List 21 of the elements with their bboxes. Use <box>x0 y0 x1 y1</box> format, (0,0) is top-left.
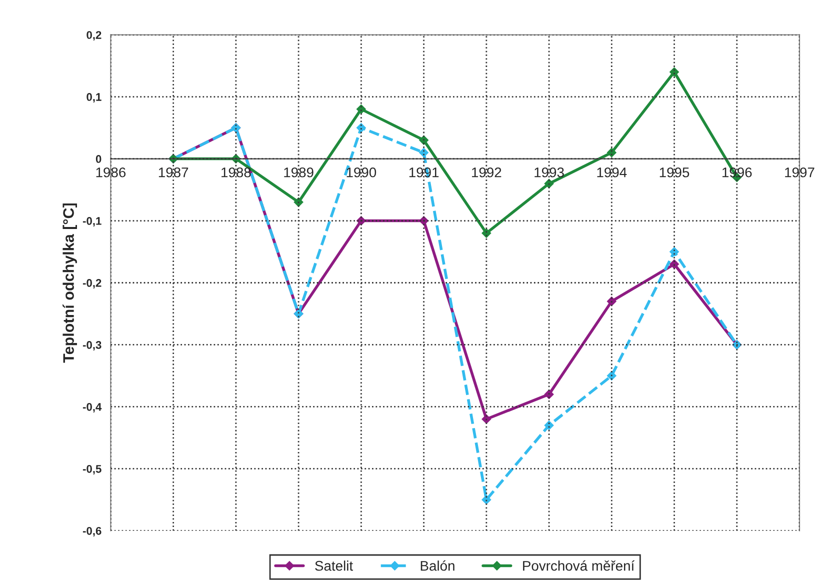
legend-label: Povrchová měření <box>523 560 635 571</box>
y-tick-label: 0 <box>96 155 102 163</box>
x-tick-label: 1994 <box>597 167 627 178</box>
y-tick-label: -0,6 <box>82 526 102 536</box>
x-tick-label: 1997 <box>785 167 814 178</box>
y-tick-label: -0,1 <box>82 217 102 227</box>
x-tick-label: 1995 <box>660 167 690 178</box>
x-tick-label: 1993 <box>534 167 564 178</box>
x-tick-label: 1992 <box>472 167 502 178</box>
x-tick-label: 1987 <box>158 167 188 178</box>
x-tick-label: 1986 <box>96 167 126 178</box>
y-tick-label: -0,3 <box>82 341 102 350</box>
y-tick-label: -0,2 <box>82 279 102 288</box>
legend-label: Satelit <box>315 560 353 571</box>
legend-label: Balón <box>420 560 454 571</box>
y-tick-label: -0,5 <box>82 464 102 474</box>
y-tick-label: 0,1 <box>86 93 102 103</box>
y-axis-title: Teplotní odchylka [°C] <box>62 203 77 363</box>
y-tick-label: -0,4 <box>82 402 102 412</box>
y-tick-label: 0,2 <box>86 31 102 41</box>
x-tick-label: 1989 <box>284 167 314 178</box>
